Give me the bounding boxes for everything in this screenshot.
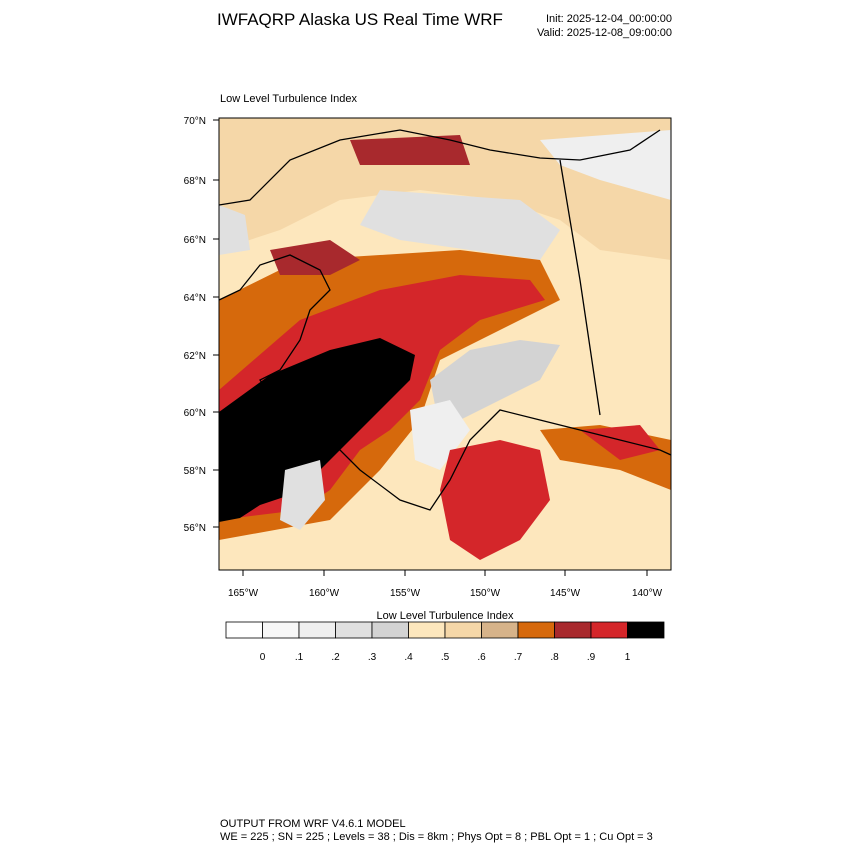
lon-label: 165°W <box>228 588 259 599</box>
colorbar-label: 1 <box>625 652 631 663</box>
colorbar-box <box>517 621 555 639</box>
field-area <box>430 340 560 430</box>
map-frame <box>218 117 672 571</box>
map-field <box>219 118 671 570</box>
field-area <box>540 130 671 200</box>
lat-label: 60°N <box>184 408 206 419</box>
colorbar-box <box>335 621 373 639</box>
colorbar-label: .3 <box>368 652 377 663</box>
field-area <box>440 440 550 560</box>
lon-label: 155°W <box>390 588 421 599</box>
colorbar-box <box>554 621 592 639</box>
field-area <box>219 205 250 255</box>
footer-line: OUTPUT FROM WRF V4.6.1 MODEL <box>220 818 406 830</box>
lon-label: 145°W <box>550 588 581 599</box>
page-title: IWFAQRP Alaska US Real Time WRF <box>217 10 503 29</box>
lon-label: 160°W <box>309 588 340 599</box>
init-time: Init: 2025-12-04_00:00:00 <box>546 13 672 25</box>
lat-label: 62°N <box>184 351 206 362</box>
map-title: Low Level Turbulence Index <box>220 93 357 105</box>
colorbar-box <box>225 621 263 639</box>
colorbar-box <box>481 621 519 639</box>
lat-label: 68°N <box>184 176 206 187</box>
lat-label: 64°N <box>184 293 206 304</box>
colorbar-box <box>371 621 409 639</box>
coastline <box>219 129 661 206</box>
lon-label: 150°W <box>470 588 501 599</box>
colorbar-title: Low Level Turbulence Index <box>377 610 514 622</box>
colorbar-box <box>408 621 446 639</box>
colorbar-box <box>262 621 300 639</box>
field-area <box>350 135 470 165</box>
colorbar-label: .2 <box>331 652 340 663</box>
colorbar-label: .7 <box>514 652 523 663</box>
footer-line: WE = 225 ; SN = 225 ; Levels = 38 ; Dis … <box>220 831 653 843</box>
colorbar-label: .6 <box>477 652 486 663</box>
colorbar-label: .8 <box>550 652 559 663</box>
colorbar-box <box>627 621 665 639</box>
lat-label: 58°N <box>184 466 206 477</box>
field-area <box>270 240 360 275</box>
field-area <box>410 400 470 470</box>
field-area <box>360 190 560 260</box>
lat-label: 56°N <box>184 523 206 534</box>
colorbar-box <box>590 621 628 639</box>
colorbar-box <box>444 621 482 639</box>
lat-label: 66°N <box>184 235 206 246</box>
colorbar-label: .9 <box>587 652 596 663</box>
lat-label: 70°N <box>184 116 206 127</box>
field-area <box>280 460 325 530</box>
field-area <box>219 338 415 522</box>
colorbar-label: .4 <box>404 652 413 663</box>
lon-label: 140°W <box>632 588 663 599</box>
colorbar-box <box>298 621 336 639</box>
colorbar-label: .5 <box>441 652 450 663</box>
border <box>559 159 601 416</box>
coastline <box>219 254 671 511</box>
field-area <box>580 425 660 460</box>
colorbar-label: .1 <box>295 652 304 663</box>
colorbar-label: 0 <box>260 652 266 663</box>
valid-time: Valid: 2025-12-08_09:00:00 <box>537 27 672 39</box>
